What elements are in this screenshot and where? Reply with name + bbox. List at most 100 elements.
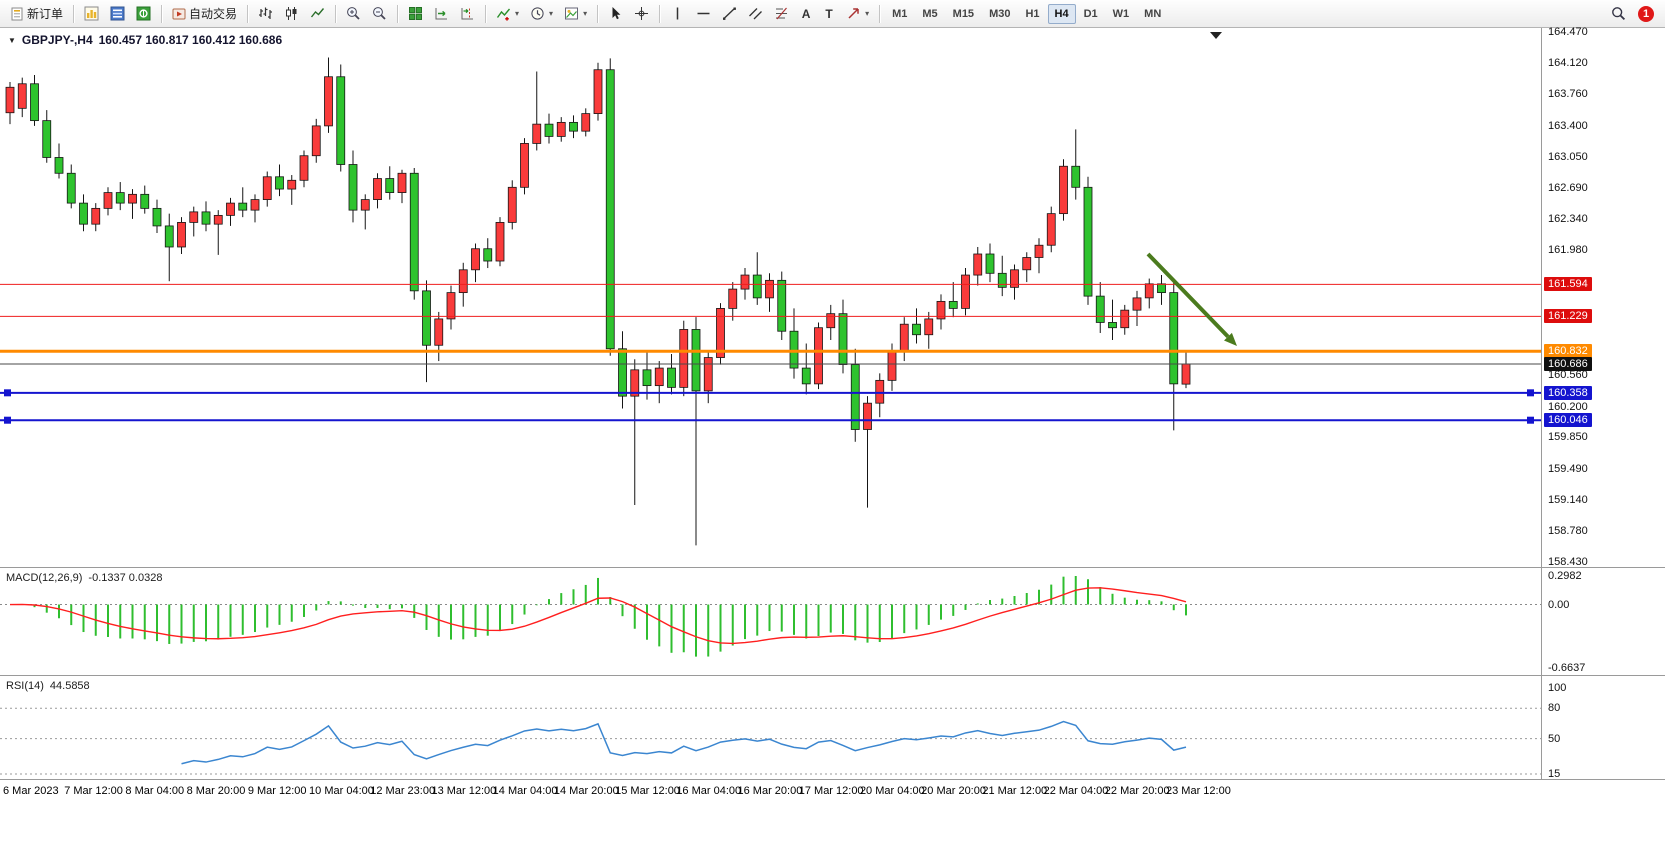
rsi-pane[interactable]	[0, 676, 1541, 780]
charts-window-button[interactable]	[79, 3, 104, 25]
macd-axis-label: -0.6637	[1548, 662, 1586, 674]
chart-symbol-period: GBPJPY-,H4	[21, 33, 93, 47]
timeframe-h1-button[interactable]: H1	[1025, 7, 1040, 20]
price-badge: 160.046	[1544, 413, 1592, 428]
zoom-out-icon	[373, 7, 386, 20]
timeframe-m5-button[interactable]: M5	[922, 7, 938, 20]
fibonacci-tool-button[interactable]	[769, 3, 794, 25]
periods-button[interactable]: ▾	[525, 3, 558, 25]
price-axis[interactable]: 164.470 164.120 163.760 163.400 163.050 162.6…	[1541, 26, 1665, 568]
timeframe-m30-button[interactable]: M30	[989, 7, 1011, 20]
navigator-icon	[136, 6, 151, 21]
price-axis-label: 159.490	[1548, 462, 1588, 475]
chart-shift-marker	[1210, 32, 1222, 39]
cursor-button[interactable]	[603, 3, 628, 25]
zoom-out-button[interactable]	[367, 3, 392, 25]
macd-title: MACD(12,26,9)	[6, 572, 83, 584]
fibonacci-icon	[776, 7, 788, 20]
arrow-shape-icon	[848, 8, 859, 19]
line-chart-type-button[interactable]	[305, 3, 330, 25]
candlestick-type-button[interactable]	[279, 3, 304, 25]
bar-chart-type-button[interactable]	[253, 3, 278, 25]
macd-axis-label: 0.2982	[1548, 570, 1582, 582]
tile-windows-button[interactable]	[403, 3, 428, 25]
rsi-axis-label: 50	[1548, 732, 1561, 745]
text-tool-icon: A	[801, 6, 811, 21]
label-tool-button[interactable]: T	[818, 3, 840, 25]
chart-shift-button[interactable]	[455, 3, 480, 25]
zoom-in-icon	[347, 7, 360, 20]
text-tool-button[interactable]: A	[795, 3, 817, 25]
indicators-icon	[496, 8, 511, 21]
rsi-canvas[interactable]	[0, 676, 1541, 780]
auto-trading-button[interactable]: 自动交易	[167, 3, 242, 25]
time-axis-label: 10 Mar 04:00	[309, 785, 374, 797]
macd-pane[interactable]	[0, 568, 1541, 676]
templates-button[interactable]: ▾	[559, 3, 592, 25]
price-chart-pane[interactable]	[0, 28, 1541, 568]
timeframe-m1-button[interactable]: M1	[892, 7, 908, 20]
price-axis-label: 163.050	[1548, 150, 1588, 163]
timeframe-m15-button[interactable]: M15	[952, 7, 975, 20]
price-axis-label: 164.470	[1548, 26, 1588, 38]
channel-tool-button[interactable]	[743, 3, 768, 25]
macd-axis[interactable]: 0.2982 0.00 -0.6637	[1541, 568, 1665, 676]
rsi-header: RSI(14) 44.5858	[6, 680, 90, 692]
timeframe-d1-button[interactable]: D1	[1083, 7, 1098, 20]
time-axis-label: 22 Mar 20:00	[1104, 785, 1170, 797]
timeframe-w1-button[interactable]: W1	[1112, 7, 1130, 20]
time-axis-label: 9 Mar 12:00	[247, 785, 307, 797]
toolbar-separator	[397, 4, 399, 23]
macd-canvas[interactable]	[0, 568, 1541, 676]
trendline-tool-button[interactable]	[717, 3, 742, 25]
collapse-triangle-icon[interactable]: ▼	[8, 35, 16, 45]
channel-icon	[749, 8, 763, 20]
zoom-in-button[interactable]	[341, 3, 366, 25]
timeframe-mn-button[interactable]: MN	[1144, 7, 1162, 20]
macd-header: MACD(12,26,9) -0.1337 0.0328	[6, 572, 162, 584]
line-chart-type-icon	[310, 8, 325, 18]
macd-axis-label: 0.00	[1548, 598, 1570, 611]
time-axis[interactable]: 6 Mar 2023 7 Mar 12:00 8 Mar 04:00 8 Mar 20…	[0, 780, 1541, 806]
time-axis-label: 12 Mar 23:00	[370, 785, 436, 797]
vertical-line-tool-button[interactable]	[665, 3, 690, 25]
toolbar-separator	[73, 4, 75, 23]
horizontal-line-icon	[697, 12, 710, 15]
time-axis-label: 20 Mar 20:00	[921, 785, 986, 797]
navigator-button[interactable]	[131, 3, 156, 25]
time-axis-label: 22 Mar 04:00	[1043, 785, 1109, 797]
search-icon	[1612, 7, 1626, 21]
notification-badge[interactable]: 1	[1638, 5, 1654, 22]
auto-scroll-button[interactable]	[429, 3, 454, 25]
search-button[interactable]	[1606, 3, 1631, 25]
toolbar-separator	[597, 4, 599, 23]
price-badge: 160.832	[1544, 344, 1592, 359]
price-axis-label: 161.980	[1548, 244, 1588, 257]
clock-icon	[531, 7, 544, 20]
indicators-button[interactable]: ▾	[491, 3, 524, 25]
shapes-tool-button[interactable]: ▾	[841, 3, 874, 25]
rsi-line	[181, 720, 1187, 765]
market-watch-button[interactable]	[105, 3, 130, 25]
price-axis-label: 160.200	[1548, 400, 1588, 413]
rsi-value: 44.5858	[49, 680, 90, 692]
rsi-axis[interactable]: 100 80 50 15	[1541, 676, 1665, 780]
crosshair-button[interactable]	[629, 3, 654, 25]
toolbar-separator	[879, 4, 881, 23]
timeframe-h4-button[interactable]: H4	[1047, 3, 1076, 24]
price-axis-label: 164.120	[1548, 56, 1588, 69]
price-axis-label: 159.140	[1548, 493, 1588, 506]
toolbar-separator	[659, 4, 661, 23]
chart-title: ▼ GBPJPY-,H4 160.457 160.817 160.412 160…	[8, 33, 282, 47]
time-axis-label: 16 Mar 20:00	[737, 785, 803, 797]
horizontal-line-tool-button[interactable]	[691, 3, 716, 25]
new-order-icon	[11, 7, 23, 20]
price-axis-label: 159.850	[1548, 431, 1588, 444]
time-axis-label: 20 Mar 04:00	[859, 785, 925, 797]
time-axis-label: 15 Mar 12:00	[615, 785, 680, 797]
bar-chart-type-icon	[259, 7, 273, 19]
new-order-button[interactable]: 新订单	[5, 3, 68, 25]
toolbar-separator	[161, 4, 163, 23]
auto-scroll-icon	[435, 8, 448, 20]
candlestick-canvas[interactable]	[0, 28, 1541, 568]
